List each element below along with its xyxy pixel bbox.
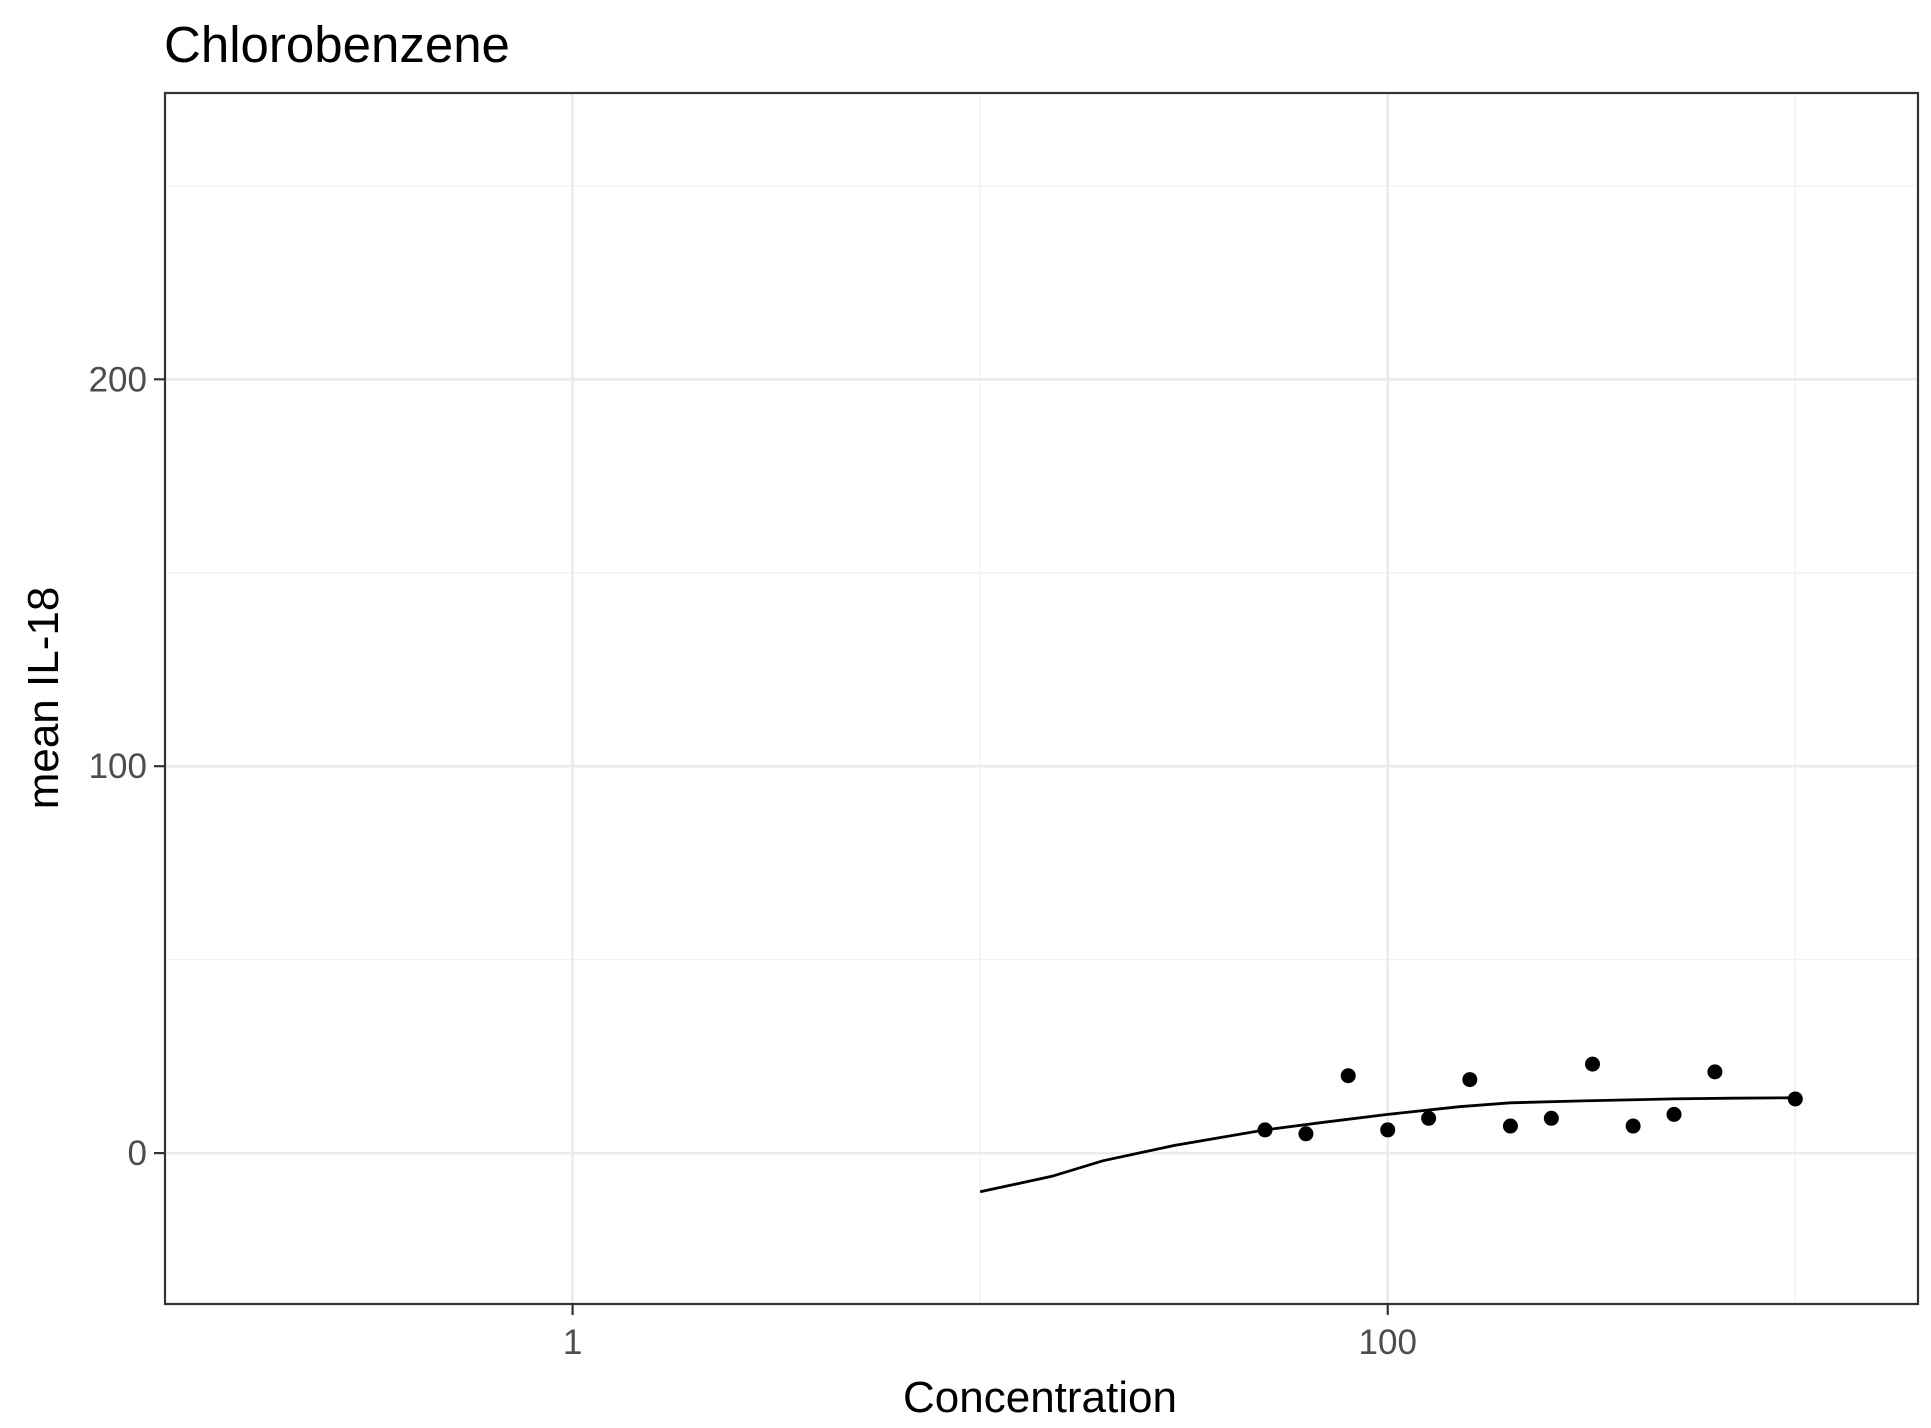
fit-curve xyxy=(979,1096,1796,1194)
y-tick-label: 0 xyxy=(128,1134,147,1173)
y-axis: 0 100 200 xyxy=(89,360,165,1173)
minor-gridlines xyxy=(164,93,1918,1304)
x-tick-label: 1 xyxy=(563,1323,582,1362)
data-point xyxy=(1625,1118,1641,1134)
panel-border xyxy=(163,91,1920,1306)
data-point xyxy=(1257,1122,1273,1138)
plot-panel xyxy=(163,91,1920,1306)
data-point xyxy=(1585,1056,1601,1072)
series-layer xyxy=(979,1056,1803,1194)
data-point xyxy=(1707,1064,1723,1080)
y-axis-title: mean IL-18 xyxy=(19,587,68,810)
y-tick-label: 100 xyxy=(89,747,147,786)
data-point xyxy=(1421,1110,1437,1126)
chart-title: Chlorobenzene xyxy=(164,16,510,73)
data-point xyxy=(1462,1072,1478,1088)
data-point xyxy=(1380,1122,1396,1138)
x-axis-title: Concentration xyxy=(903,1373,1177,1422)
major-gridlines xyxy=(165,93,1918,1304)
data-point xyxy=(1666,1106,1682,1122)
x-axis: 1 100 xyxy=(563,1304,1417,1362)
data-point xyxy=(1787,1091,1803,1107)
data-point xyxy=(1502,1118,1518,1134)
x-tick-label: 100 xyxy=(1359,1323,1417,1362)
data-point xyxy=(1340,1068,1356,1084)
data-point xyxy=(1298,1126,1314,1142)
data-point xyxy=(1543,1110,1559,1126)
y-tick-label: 200 xyxy=(89,360,147,399)
